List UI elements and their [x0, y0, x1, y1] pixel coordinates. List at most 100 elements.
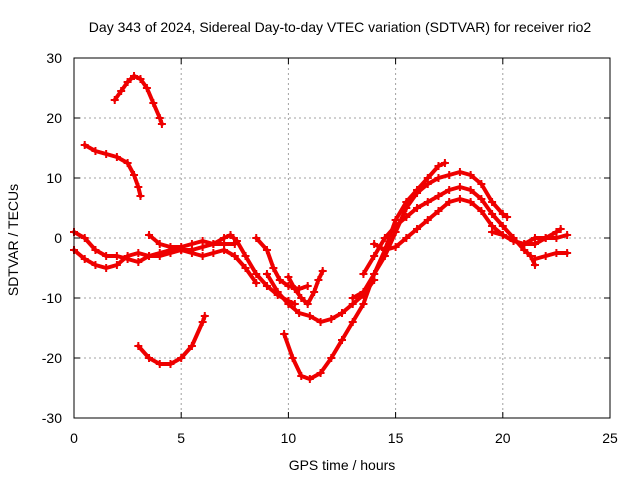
data-point — [552, 249, 561, 257]
series-arc-g — [252, 234, 312, 293]
data-point — [284, 273, 293, 281]
data-point — [262, 246, 271, 254]
series-arc-n — [488, 228, 572, 248]
data-point — [80, 141, 89, 149]
data-point — [541, 252, 550, 260]
data-point — [220, 234, 229, 242]
data-point — [134, 183, 143, 191]
data-point — [262, 282, 271, 290]
data-point — [338, 336, 346, 344]
data-point — [477, 180, 486, 188]
x-tick-label: 25 — [602, 430, 618, 446]
data-point — [145, 354, 154, 362]
data-point — [488, 228, 497, 236]
data-point — [423, 180, 432, 188]
data-point — [290, 285, 299, 293]
data-point — [252, 270, 261, 278]
data-point — [297, 294, 306, 302]
y-axis-label: SDTVAR / TECUs — [5, 184, 21, 296]
x-tick-label: 5 — [177, 430, 185, 446]
data-point — [177, 243, 186, 251]
data-point — [310, 288, 319, 296]
data-point — [445, 186, 454, 194]
data-point — [252, 279, 261, 287]
data-point — [241, 264, 250, 272]
data-point — [318, 267, 327, 275]
data-point — [370, 240, 379, 248]
data-point — [130, 72, 139, 80]
data-point — [155, 240, 164, 248]
series-layer — [70, 72, 572, 383]
data-point — [359, 288, 368, 296]
data-point — [102, 264, 111, 272]
data-point — [466, 198, 475, 206]
data-point — [314, 276, 323, 284]
x-tick-label: 10 — [281, 430, 297, 446]
data-point — [295, 309, 304, 317]
data-point — [284, 300, 293, 308]
data-point — [123, 159, 132, 167]
series-arc-a — [110, 72, 166, 128]
data-point — [112, 153, 121, 161]
data-point — [305, 312, 314, 320]
data-point — [136, 192, 145, 200]
data-point — [145, 252, 154, 260]
data-point — [102, 252, 111, 260]
data-point — [198, 252, 207, 260]
data-point — [455, 195, 464, 203]
data-point — [402, 204, 411, 212]
data-point — [434, 192, 443, 200]
data-point — [230, 252, 239, 260]
data-point — [498, 222, 507, 230]
data-point — [280, 330, 289, 338]
data-point — [241, 252, 250, 260]
data-point — [423, 216, 432, 224]
data-point — [220, 246, 229, 254]
data-point — [123, 78, 132, 86]
data-point — [252, 234, 261, 242]
data-point — [187, 249, 196, 257]
series-arc-d — [70, 246, 261, 287]
data-point — [509, 237, 518, 245]
data-point — [445, 171, 454, 179]
data-point — [413, 225, 422, 233]
data-point — [530, 255, 539, 263]
data-point — [503, 213, 512, 221]
data-point — [110, 96, 119, 104]
data-point — [413, 204, 422, 212]
data-point — [541, 234, 550, 242]
data-point — [142, 84, 151, 92]
y-tick-label: -30 — [42, 410, 62, 426]
data-point — [297, 372, 306, 380]
data-point — [556, 225, 565, 233]
data-point — [112, 252, 121, 260]
series-line — [147, 233, 297, 306]
data-point — [434, 207, 443, 215]
data-point — [155, 360, 164, 368]
data-point — [526, 252, 535, 260]
y-tick-label: 20 — [46, 110, 62, 126]
data-point — [488, 210, 497, 218]
data-point — [275, 276, 284, 284]
series-arc-j — [280, 159, 449, 383]
data-point — [440, 159, 449, 167]
data-point — [134, 342, 143, 350]
data-point — [155, 252, 164, 260]
series-arc-b — [80, 141, 145, 200]
grid-layer — [74, 58, 610, 418]
data-point — [91, 261, 100, 269]
data-point — [145, 231, 154, 239]
data-point — [563, 249, 572, 257]
data-point — [563, 231, 572, 239]
series-arc-f — [145, 231, 299, 308]
data-point — [477, 207, 486, 215]
data-point — [303, 282, 312, 290]
data-point — [136, 75, 145, 83]
data-point — [359, 300, 368, 308]
data-point — [445, 198, 454, 206]
series-line — [350, 170, 510, 300]
data-point — [316, 369, 325, 377]
data-point — [359, 270, 368, 278]
data-point — [466, 171, 475, 179]
